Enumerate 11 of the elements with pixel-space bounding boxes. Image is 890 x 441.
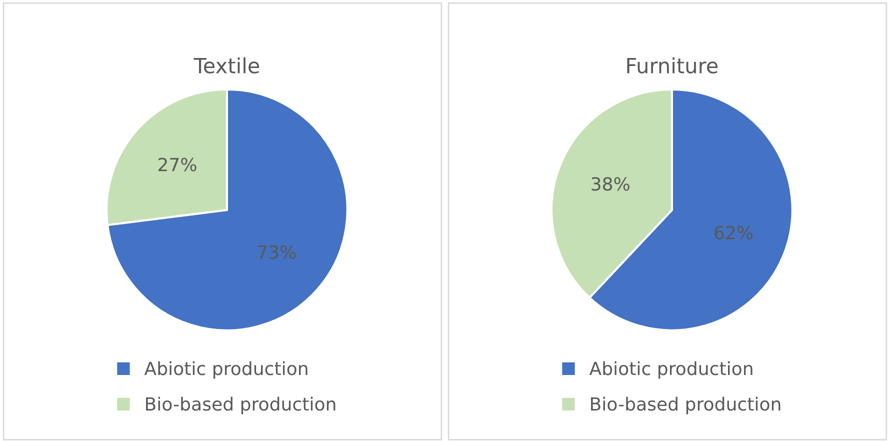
legend-label: Bio-based production <box>146 396 336 414</box>
pie-slice <box>106 88 348 332</box>
legend-label: Bio-based production <box>591 396 780 414</box>
chart-title: Furniture <box>627 57 718 74</box>
chart-title: Textile <box>194 57 260 74</box>
data-label: 62% <box>714 226 753 240</box>
data-label: 38% <box>592 177 630 191</box>
legend-label: Abiotic production <box>589 361 752 379</box>
legend-label: Abiotic production <box>144 361 308 379</box>
data-label: 27% <box>158 158 196 172</box>
data-label: 73% <box>258 245 296 259</box>
